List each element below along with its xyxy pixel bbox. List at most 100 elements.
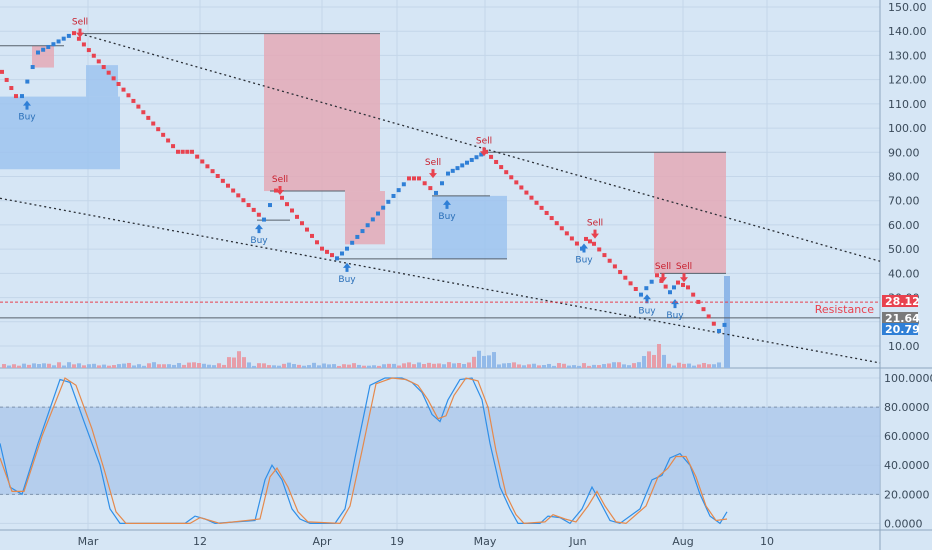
volume-bar [177,363,181,368]
bear-brick [691,292,696,297]
bull-brick [580,246,584,251]
volume-bar [147,363,151,368]
bear-brick [489,154,494,159]
up-arrow-icon [443,199,451,209]
buy-signal: Buy [438,199,456,222]
price-tag: 21.64 [882,312,920,325]
stoch-tick-label: 80.0000 [884,401,930,414]
volume-bar [687,363,691,368]
bear-brick [325,249,329,254]
price-tag: 28.12 [882,295,920,308]
bear-brick [136,104,141,109]
price-tag-box [882,312,918,324]
volume-bar [537,365,541,368]
bull-brick [644,286,649,291]
volume-bar [187,362,191,368]
bear-brick [315,240,319,245]
volume-bar [487,355,491,368]
bear-brick [200,159,205,164]
bear-brick [256,212,261,217]
volume-bar [322,363,326,368]
volume-bar [672,365,676,368]
bear-brick [9,86,14,91]
bull-brick [350,240,355,245]
volume-bar [567,365,571,368]
buy-zone [432,195,507,259]
volume-bar [132,365,136,368]
volume-bar [292,364,296,368]
buy-signal-label: Buy [338,275,356,285]
volume-bar [447,362,451,368]
volume-bar [357,364,361,368]
sell-signal-label: Sell [476,136,492,146]
volume-bar [557,363,561,368]
bear-brick [549,216,554,221]
price-tick-label: 80.00 [888,171,920,184]
bear-brick [101,65,106,70]
volume-bar [724,276,730,368]
bear-brick [310,233,314,238]
volume-bar [87,364,91,368]
bear-brick [407,176,411,181]
bull-brick [30,65,35,70]
volume-bar [702,362,706,368]
bear-brick [602,253,607,258]
volume-bar [197,363,201,368]
volume-bar [717,362,721,368]
volume-bar [127,362,131,368]
bull-brick [465,160,469,165]
bear-brick [180,149,185,154]
price-tick-label: 100.00 [888,122,927,135]
volume-bar [552,365,556,368]
bull-brick [717,328,721,333]
bear-brick [534,200,539,205]
down-arrow-icon [480,147,488,157]
volume-bar [477,350,481,368]
bull-brick [474,155,479,160]
price-tag: 20.79 [882,323,920,336]
volume-bar [527,364,531,368]
time-tick-label: Aug [672,535,693,548]
bear-brick [681,282,685,287]
volume-bar [22,363,26,368]
volume-bar [262,363,266,368]
bear-brick [185,149,190,154]
bull-brick [376,211,380,216]
buy-signal-label: Buy [438,212,456,222]
sell-signal: Sell [476,136,492,157]
bear-brick [499,165,504,170]
time-tick-label: 10 [760,535,774,548]
volume-bar [417,362,421,368]
price-tick-label: 120.00 [888,74,927,87]
resistance-line[interactable]: Resistance [0,301,880,316]
bear-brick [514,180,519,185]
volume-bar [32,363,36,368]
volume-bar [42,363,46,368]
volume-bar [107,365,111,368]
bear-brick [623,275,628,280]
buy-signal: Buy [250,224,268,246]
stoch-tick-label: 20.0000 [884,488,930,501]
bull-brick [386,199,391,204]
volume-bar [457,362,461,368]
bear-brick [106,70,111,75]
volume-bar [422,364,426,368]
buy-zone [86,65,118,97]
bear-brick [676,280,680,285]
trendlines[interactable] [0,33,881,364]
bear-brick [494,159,499,164]
stochastic-pane[interactable] [0,377,880,525]
sell-signal: Sell [655,262,671,283]
buy-signal: Buy [18,100,36,123]
axes: 150.00 140.00 130.00 120.00 110.00 100.00 90.0… [78,1,932,548]
volume-bar [57,362,61,368]
bear-brick [280,195,284,200]
bear-brick [195,154,200,159]
volume-bar [522,365,526,368]
bear-brick [146,115,151,120]
volume-bar [677,362,681,368]
price-tick-label: 70.00 [888,195,920,208]
bear-brick [305,227,309,232]
